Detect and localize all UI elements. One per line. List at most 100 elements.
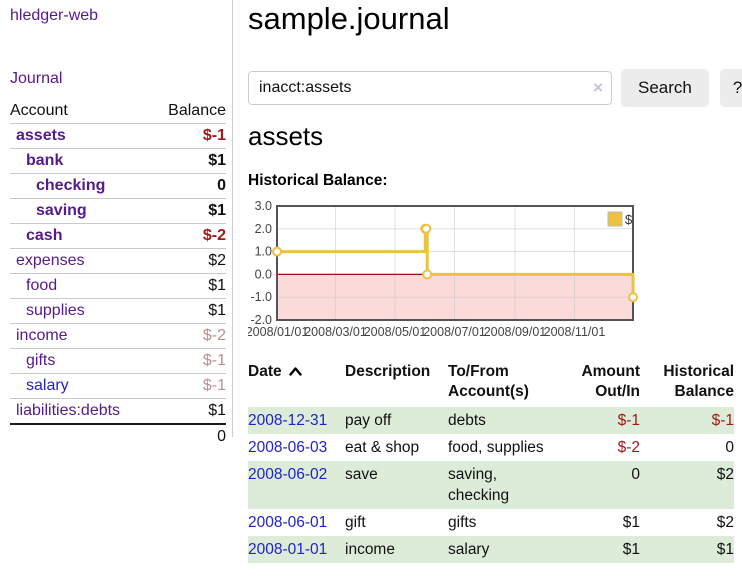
y-axis-tick-label: -1.0 (250, 290, 272, 304)
account-link-supplies[interactable]: supplies (26, 302, 85, 319)
register-description: eat & shop (345, 439, 420, 456)
main-content: sample.journal × Search ? assets Histori… (246, 0, 742, 582)
account-row-food: food $1 (10, 273, 226, 299)
register-header-accounts: To/From Account(s) (448, 363, 529, 400)
account-row-salary: salary $-1 (10, 373, 226, 399)
register-date-link[interactable]: 2008-01-01 (248, 541, 328, 558)
account-row-liabilities-debts: liabilities:debts $1 (10, 398, 226, 425)
account-row-expenses: expenses $2 (10, 248, 226, 274)
account-row-cash: cash $-2 (10, 223, 226, 249)
account-link-bank[interactable]: bank (26, 152, 64, 169)
register-amount: $1 (622, 541, 640, 558)
x-axis-tick-label: 2008/07/01 (423, 325, 486, 339)
account-balance: $-2 (202, 227, 226, 244)
accounts-total-row: 0 (10, 424, 226, 449)
register-accounts: debts (448, 412, 486, 429)
account-heading: assets (248, 121, 324, 151)
register-row: 2008-06-03 eat & shop food, supplies $-2 0 (248, 434, 734, 461)
account-link-liabilities-debts[interactable]: liabilities:debts (16, 402, 121, 419)
register-balance: $-1 (711, 412, 734, 429)
account-balance: $1 (208, 277, 226, 294)
x-axis-tick-label: 2008/03/01 (304, 325, 367, 339)
search-button[interactable]: Search (621, 69, 709, 107)
sort-by-date-header[interactable]: Date (248, 363, 302, 380)
register-description: income (345, 541, 395, 558)
chart-canvas: $3.0 2.0 1.0 0.0 -1.0 -2.02008/01/012008/03/0… (246, 199, 638, 339)
register-date-link[interactable]: 2008-06-01 (248, 514, 328, 531)
account-balance: 0 (217, 177, 226, 194)
account-balance: $1 (208, 152, 226, 169)
register-description: gift (345, 514, 366, 531)
x-axis-tick-label: 2008/11/01 (544, 325, 606, 339)
y-axis-tick-label: 2.0 (255, 222, 272, 236)
chart-title: Historical Balance: (248, 172, 388, 189)
y-axis-tick-label: 1.0 (255, 245, 272, 259)
y-axis-tick-label: 3.0 (255, 199, 272, 213)
register-accounts: gifts (448, 514, 477, 531)
sort-ascending-icon (288, 367, 302, 376)
account-link-gifts[interactable]: gifts (26, 352, 56, 369)
register-accounts: salary (448, 541, 490, 558)
sidebar-item-journal[interactable]: Journal (10, 70, 63, 87)
data-point-marker (628, 292, 638, 303)
account-link-expenses[interactable]: expenses (16, 252, 85, 269)
sidebar: hledger-web Journal Account Balance asse… (0, 0, 233, 445)
accounts-total-value: 0 (217, 428, 226, 445)
accounts-table: Account Balance assets $-1 bank $1 checking 0… (10, 99, 226, 449)
y-axis-tick-label: 0.0 (255, 267, 272, 281)
account-row-saving: saving $1 (10, 198, 226, 224)
legend-label: $ (625, 212, 633, 227)
register-date-link[interactable]: 2008-12-31 (248, 412, 328, 429)
account-balance: $-2 (202, 327, 226, 344)
account-link-salary[interactable]: salary (26, 377, 69, 394)
data-point-marker (422, 269, 433, 280)
legend-swatch (607, 211, 623, 227)
register-table: Date Description To/From Account(s) Amou… (248, 360, 734, 563)
register-row: 2008-06-02 save saving, checking 0 $2 (248, 461, 734, 509)
clear-search-icon[interactable]: × (593, 78, 603, 97)
accounts-header-account: Account (10, 102, 68, 119)
account-link-checking[interactable]: checking (36, 177, 106, 194)
register-date-link[interactable]: 2008-06-03 (248, 439, 328, 456)
register-amount: $-1 (617, 412, 640, 429)
register-amount: $-2 (617, 439, 640, 456)
register-balance: $2 (716, 514, 734, 531)
data-point-marker (272, 246, 282, 257)
search-form: × Search ? (248, 69, 742, 107)
search-input-wrap: × (248, 71, 612, 105)
app-brand-link[interactable]: hledger-web (10, 7, 99, 24)
register-row: 2008-06-01 gift gifts $1 $2 (248, 509, 734, 536)
register-accounts: saving, checking (448, 466, 510, 504)
account-balance: $1 (208, 202, 226, 219)
account-balance: $-1 (202, 377, 226, 394)
account-link-cash[interactable]: cash (26, 227, 63, 244)
account-row-income: income $-2 (10, 323, 226, 349)
account-link-assets[interactable]: assets (16, 127, 66, 144)
account-balance: $1 (208, 402, 226, 419)
register-row: 2008-01-01 income salary $1 $1 (248, 536, 734, 563)
historical-balance-chart: $3.0 2.0 1.0 0.0 -1.0 -2.0 2008/01/01 2008/03/0… (246, 198, 742, 344)
account-link-food[interactable]: food (26, 277, 58, 294)
register-amount: $1 (622, 514, 640, 531)
data-point-marker (421, 223, 432, 234)
account-link-saving[interactable]: saving (36, 202, 87, 219)
plot-border (276, 205, 634, 321)
account-row-supplies: supplies $1 (10, 298, 226, 324)
account-row-bank: bank $1 (10, 148, 226, 174)
register-description: pay off (345, 412, 392, 429)
account-balance: $-1 (202, 127, 226, 144)
register-header-date: Date (248, 363, 282, 380)
account-link-income[interactable]: income (16, 327, 68, 344)
register-amount: 0 (631, 466, 640, 483)
register-date-link[interactable]: 2008-06-02 (248, 466, 328, 483)
register-balance: 0 (725, 439, 734, 456)
help-button[interactable]: ? (719, 69, 742, 107)
register-header-balance: Historical Balance (663, 363, 734, 400)
x-axis-tick-label: 2008/05/01 (364, 325, 427, 339)
register-header-description: Description (345, 363, 431, 380)
register-accounts: food, supplies (448, 439, 544, 456)
account-row-gifts: gifts $-1 (10, 348, 226, 374)
search-input[interactable] (248, 71, 612, 105)
x-axis-tick-label: 2008/01/01 (248, 325, 308, 339)
account-balance: $2 (208, 252, 226, 269)
